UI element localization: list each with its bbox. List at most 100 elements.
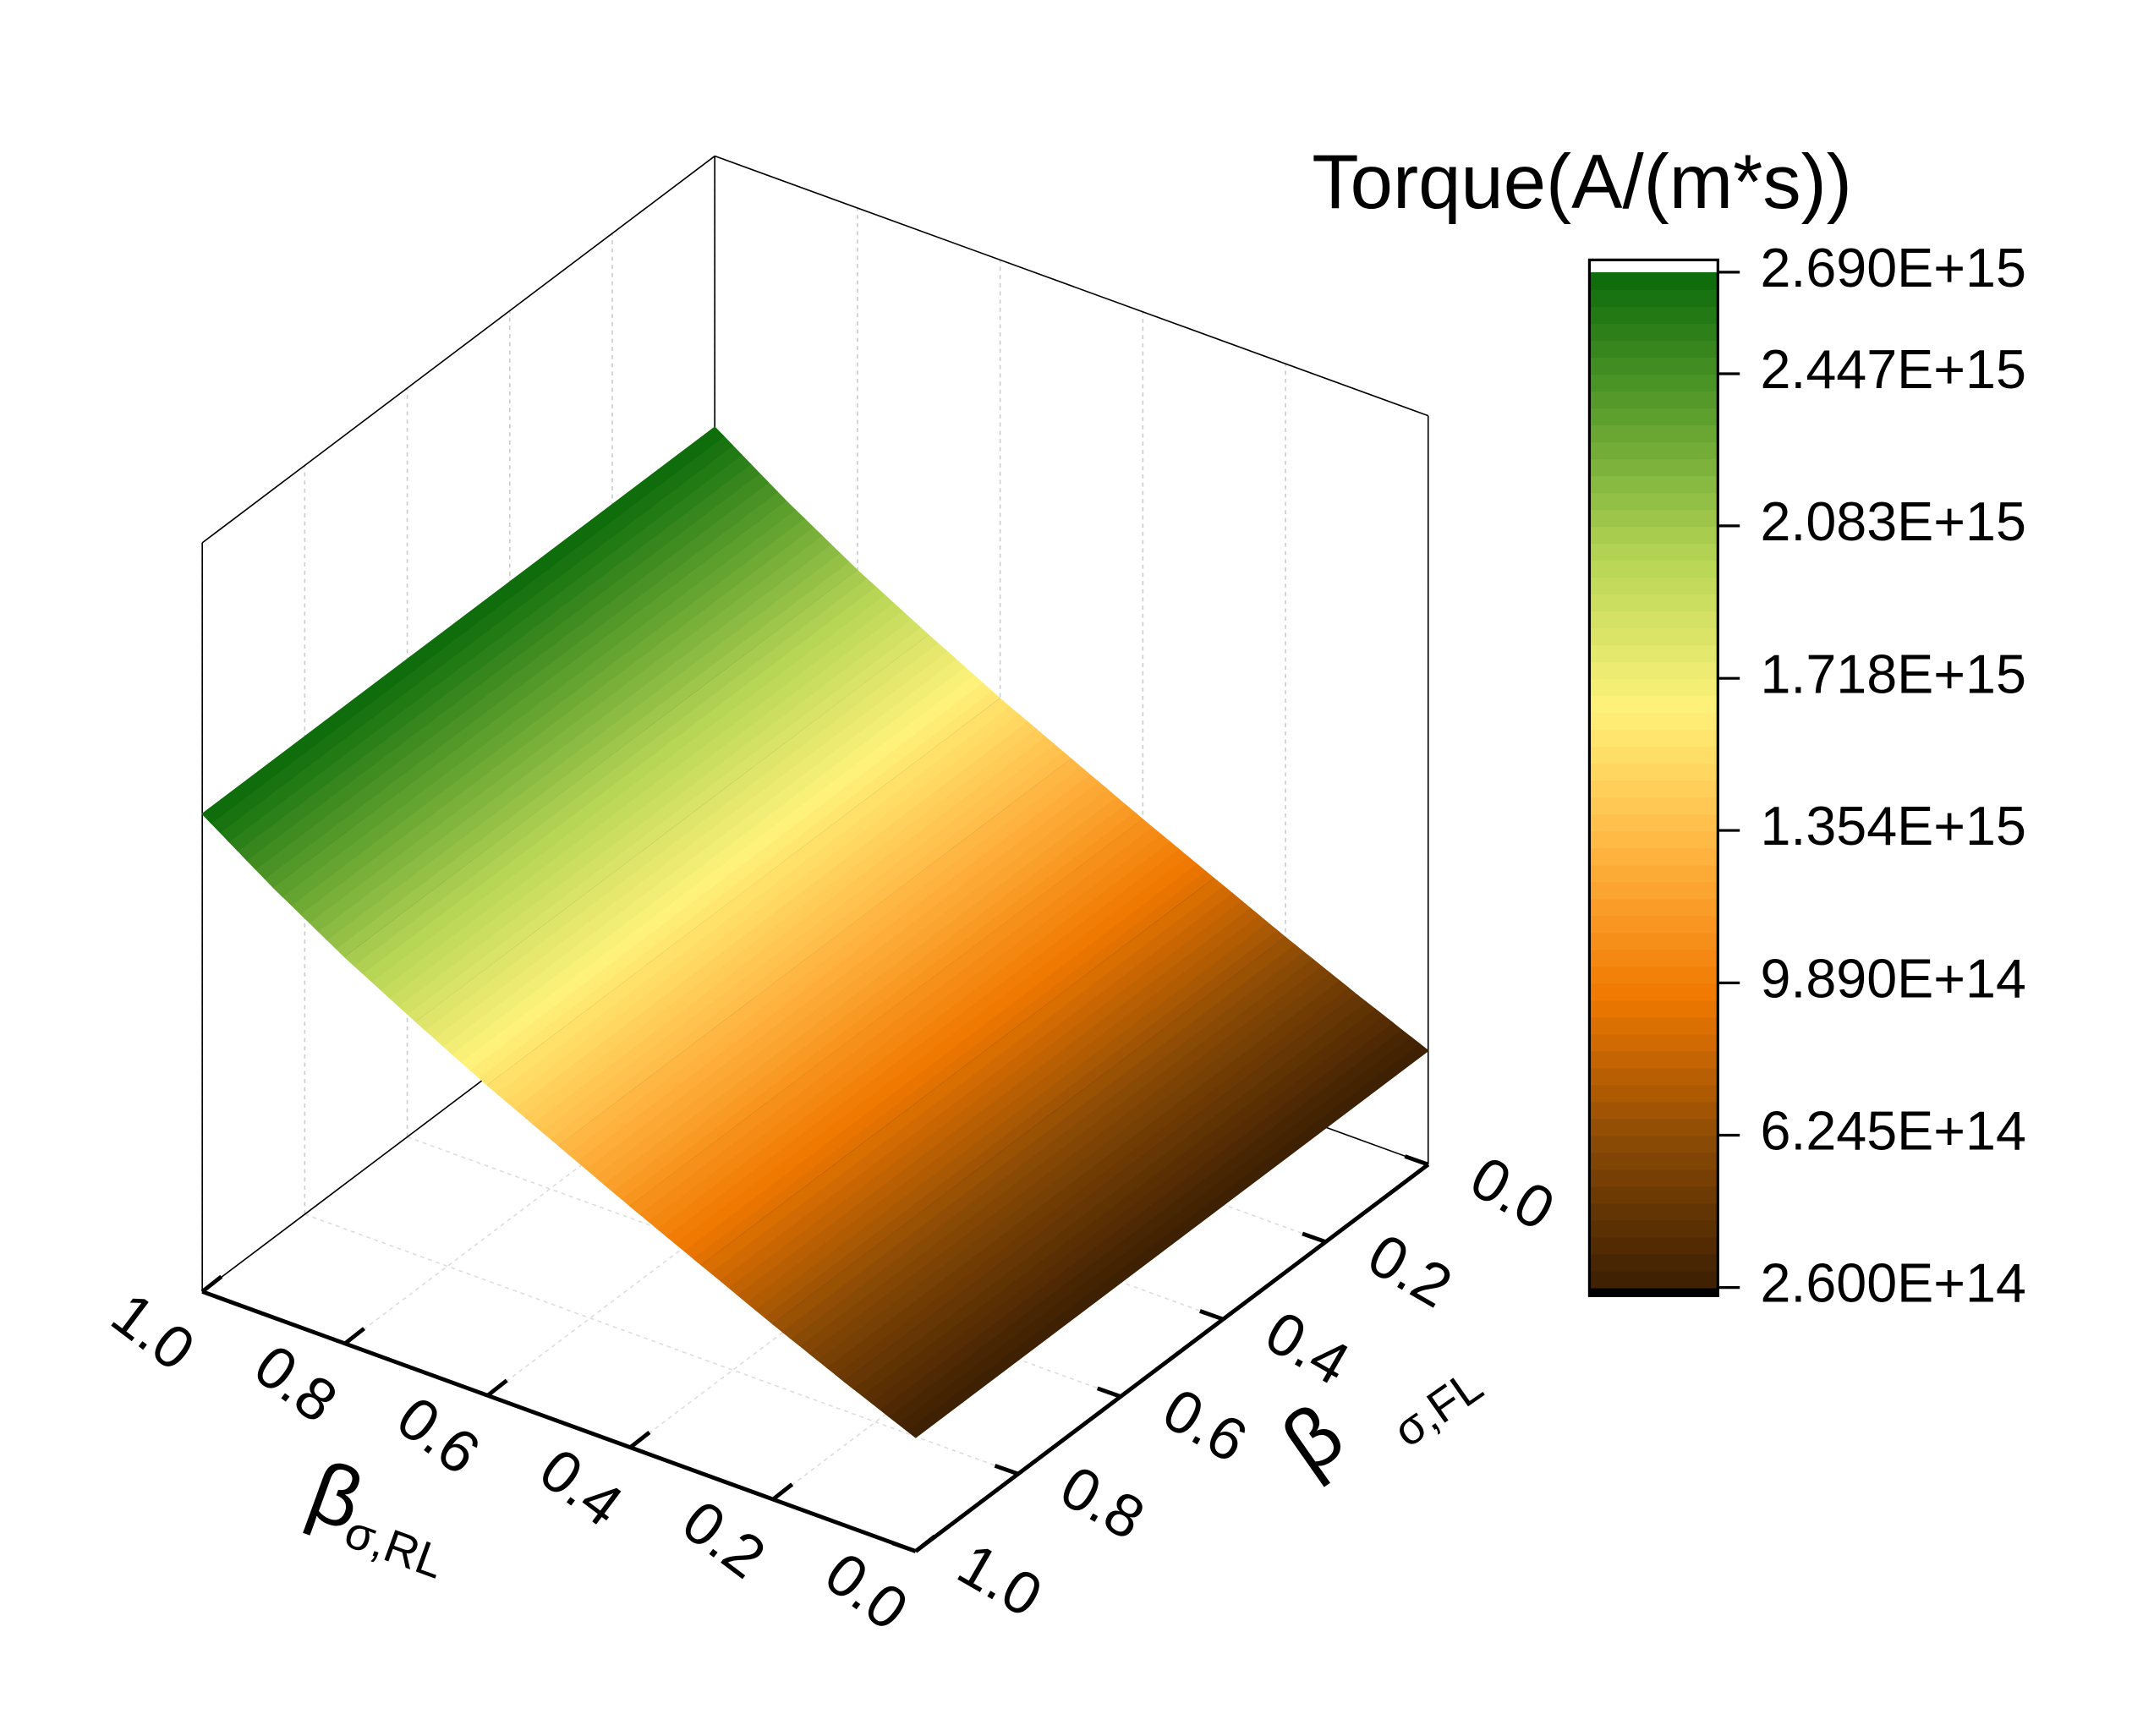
colorbar-band [1589, 881, 1718, 900]
colorbar-band [1589, 356, 1718, 375]
colorbar-under [1589, 1287, 1718, 1296]
x-tick [343, 1327, 366, 1345]
colorbar-tick-label: 2.600E+14 [1760, 1252, 2025, 1314]
colorbar-band [1589, 288, 1718, 307]
colorbar-band [1589, 408, 1718, 425]
colorbar-band [1589, 1270, 1718, 1289]
x-tick [486, 1378, 508, 1398]
colorbar-band [1589, 1152, 1718, 1170]
colorbar-band [1589, 780, 1718, 798]
colorbar-band [1589, 1016, 1718, 1035]
colorbar-frame [1587, 258, 1719, 1297]
colorbar-band [1589, 611, 1718, 629]
colorbar-band [1589, 594, 1718, 612]
colorbar-over [1589, 260, 1718, 272]
x-tick [200, 1274, 223, 1294]
colorbar-band [1589, 1084, 1718, 1103]
colorbar-band [1589, 1186, 1718, 1204]
y-axis [914, 1163, 1430, 1553]
y-tick [1096, 1386, 1121, 1399]
surface-strip [771, 936, 1296, 1333]
colorbar-tick-label: 9.890E+14 [1760, 947, 2025, 1009]
y-axis-symbol: β [1266, 1386, 1360, 1492]
box-edge [201, 155, 715, 544]
x-tick-label: 0.8 [242, 1333, 348, 1437]
colorbar-band [1589, 1236, 1718, 1255]
colorbar-band [1589, 830, 1718, 849]
colorbar-band [1589, 932, 1718, 950]
colorbar-band [1589, 627, 1718, 646]
y-tick [994, 1464, 1019, 1476]
surface-strip [486, 698, 1011, 1094]
surface-strip [629, 819, 1153, 1215]
surface-cell [415, 634, 1001, 1087]
y-tick [891, 1541, 917, 1553]
colorbar-band [1589, 1253, 1718, 1272]
colorbar-band [1589, 746, 1718, 764]
x-tick-label: 1.0 [99, 1280, 206, 1384]
colorbar-band [1589, 813, 1718, 832]
surface-cell [629, 819, 1215, 1267]
y-axis-subscript: σ,FL [1384, 1359, 1492, 1457]
colorbar-band [1589, 1169, 1718, 1187]
colorbar-band [1589, 424, 1718, 443]
surface-cell [486, 698, 1072, 1147]
colorbar-band [1589, 661, 1718, 680]
colorbar-band [1589, 492, 1718, 511]
colorbar-band [1589, 271, 1718, 290]
surface-strip [415, 634, 939, 1031]
y-tick-label: 0.2 [1356, 1221, 1462, 1321]
colorbar-tick-label: 1.718E+15 [1760, 643, 2025, 704]
colorbar-band [1589, 1050, 1718, 1069]
colorbar-band [1589, 898, 1718, 917]
colorbar-band [1589, 305, 1718, 324]
colorbar-band [1589, 458, 1718, 477]
x-axis-subscript: σ,RL [338, 1504, 451, 1588]
colorbar-band [1589, 644, 1718, 663]
colorbar-band [1589, 797, 1718, 815]
surface-cell [557, 758, 1144, 1208]
colorbar-band [1589, 999, 1718, 1018]
x-tick [771, 1482, 794, 1502]
colorbar-band [1589, 543, 1718, 561]
colorbar-band [1589, 949, 1718, 967]
surface-strip [343, 569, 868, 967]
y-tick-label: 0.4 [1254, 1299, 1360, 1399]
colorbar-band [1589, 1202, 1718, 1221]
colorbar-band [1589, 322, 1718, 341]
colorbar-band [1589, 678, 1718, 697]
colorbar-band [1589, 475, 1718, 494]
colorbar-band [1589, 1219, 1718, 1238]
surface-strip [272, 500, 797, 897]
colorbar-band [1589, 526, 1718, 545]
surface-strip [843, 994, 1367, 1389]
y-tick-label: 0.6 [1152, 1376, 1258, 1476]
y-tick-label: 0.8 [1050, 1454, 1155, 1553]
y-tick-label: 1.0 [947, 1531, 1053, 1630]
x-tick-label: 0.2 [670, 1488, 776, 1592]
surface-strip [700, 878, 1225, 1273]
colorbar-band [1589, 1033, 1718, 1052]
colorbar-band [1589, 983, 1718, 1001]
colorbar-tick-label: 1.354E+15 [1760, 795, 2025, 857]
surface-cell [700, 878, 1287, 1325]
colorbar-band [1589, 1067, 1718, 1086]
colorbar-band [1589, 577, 1718, 595]
colorbar-band [1589, 560, 1718, 578]
y-tick [1302, 1231, 1327, 1244]
colorbar-band [1589, 915, 1718, 934]
x-tick-label: 0.6 [385, 1384, 491, 1488]
colorbar-band [1589, 712, 1718, 731]
colorbar-band [1589, 373, 1718, 392]
colorbar-band [1589, 847, 1718, 866]
x-tick [628, 1431, 651, 1449]
x-tick-label: 0.4 [528, 1436, 634, 1540]
colorbar-band [1589, 695, 1718, 714]
colorbar-band [1589, 1135, 1718, 1153]
y-tick-label: 0.0 [1460, 1144, 1565, 1244]
box-edge [714, 155, 1429, 417]
colorbar-band [1589, 1101, 1718, 1120]
y-tick [1404, 1154, 1429, 1167]
surface-cell [272, 500, 858, 958]
x-axis [201, 1290, 917, 1553]
